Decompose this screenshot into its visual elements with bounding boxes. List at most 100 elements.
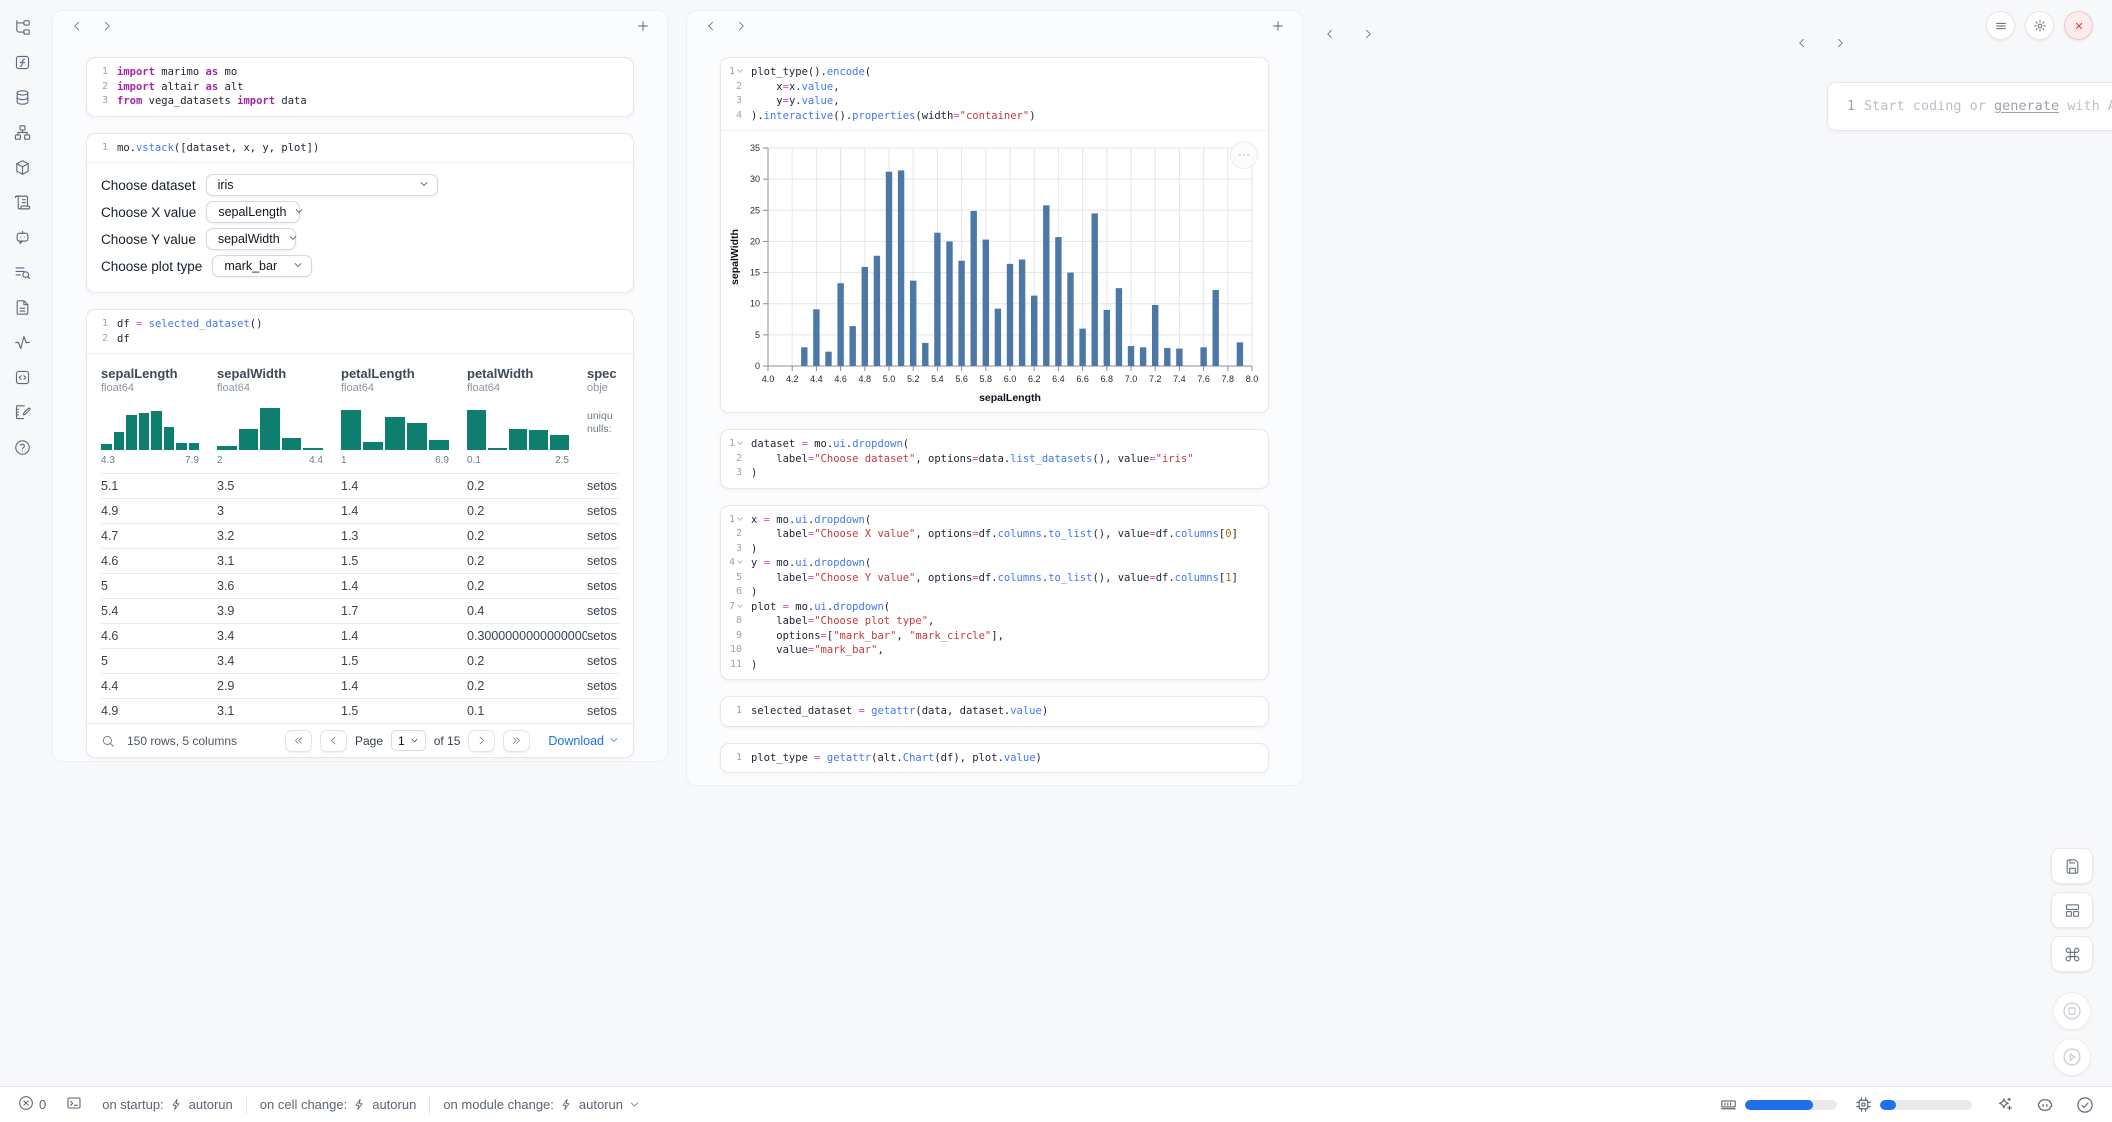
help-icon[interactable]: [9, 434, 35, 460]
table-summary: 150 rows, 5 columns: [127, 734, 237, 748]
dropdown-choose-y-value[interactable]: sepalWidth: [206, 228, 296, 250]
stop-button[interactable]: [2053, 992, 2091, 1030]
menu-button[interactable]: [1986, 11, 2015, 40]
database-icon[interactable]: [9, 84, 35, 110]
column-header-petalLength[interactable]: petalLengthfloat6416.9: [341, 362, 467, 473]
cpu-meter[interactable]: [1855, 1096, 1972, 1113]
scratchpad-icon[interactable]: [9, 399, 35, 425]
dropdown-label: Choose Y value: [101, 232, 196, 247]
column-header-spec[interactable]: specobjeuniqunulls:: [587, 362, 619, 473]
code-line: 2 x=x.value,: [721, 80, 1258, 95]
save-button[interactable]: [2051, 848, 2093, 884]
page-select[interactable]: 1: [391, 730, 426, 751]
chart-menu-button[interactable]: [1230, 141, 1258, 169]
column-left-icon[interactable]: [701, 16, 721, 36]
code-editor-plot[interactable]: 1plot_type().encode(2 x=x.value,3 y=y.va…: [721, 58, 1268, 130]
dropdown-choose-dataset[interactable]: iris: [206, 174, 438, 196]
snippets-icon[interactable]: [9, 364, 35, 390]
fold-chevron-icon[interactable]: [737, 558, 743, 564]
column-right-icon[interactable]: [97, 16, 117, 36]
svg-text:7.8: 7.8: [1222, 374, 1235, 384]
fold-chevron-icon[interactable]: [737, 67, 743, 73]
code-line: 3): [721, 466, 1258, 481]
function-square-icon[interactable]: [9, 49, 35, 75]
code-line: 2import altair as alt: [87, 80, 623, 95]
fold-chevron-icon[interactable]: [737, 602, 743, 608]
svg-text:0: 0: [755, 361, 760, 371]
code-editor-new-cell[interactable]: 1Start coding or generate with AI: [1828, 89, 2112, 124]
page-number: 1: [398, 734, 405, 748]
column-header-sepalLength[interactable]: sepalLengthfloat644.37.9: [101, 362, 217, 473]
runtime-mode-2[interactable]: on cell change:autorun: [260, 1097, 417, 1112]
copilot-icon[interactable]: [2036, 1096, 2054, 1114]
runtime-mode-1[interactable]: on startup:autorun: [102, 1097, 233, 1112]
layout-button[interactable]: [2051, 892, 2093, 928]
first-page-button[interactable]: [285, 730, 312, 752]
code-editor-plot-type[interactable]: 1plot_type = getattr(alt.Chart(df), plot…: [721, 744, 1268, 773]
column-histogram: [467, 406, 569, 450]
code-editor-xy-plot[interactable]: 1x = mo.ui.dropdown(2 label="Choose X va…: [721, 506, 1268, 680]
ram-icon: [1720, 1096, 1737, 1113]
column-right-icon[interactable]: [731, 16, 751, 36]
add-column-icon[interactable]: [1268, 16, 1288, 36]
runtime-mode-3[interactable]: on module change:autorun: [443, 1097, 640, 1112]
column-header-petalWidth[interactable]: petalWidthfloat640.12.5: [467, 362, 587, 473]
column-left-icon[interactable]: [1320, 24, 1340, 44]
chevron-down-icon: [294, 205, 304, 219]
code-line: 1mo.vstack([dataset, x, y, plot]): [87, 141, 623, 156]
chatbot-icon[interactable]: [9, 224, 35, 250]
fold-chevron-icon[interactable]: [737, 439, 743, 445]
fold-chevron-icon[interactable]: [737, 515, 743, 521]
code-editor-imports[interactable]: 1import marimo as mo2import altair as al…: [87, 58, 633, 116]
command-palette-button[interactable]: [2051, 936, 2093, 972]
download-button[interactable]: Download: [548, 734, 619, 748]
svg-text:6.6: 6.6: [1076, 374, 1089, 384]
cell-dataframe: 1df = selected_dataset()2df sepalLengthf…: [86, 309, 634, 758]
scratch-back-icon[interactable]: [1792, 33, 1812, 53]
code-editor-dataset[interactable]: 1dataset = mo.ui.dropdown(2 label="Choos…: [721, 430, 1268, 488]
column-header-sepalWidth[interactable]: sepalWidthfloat6424.4: [217, 362, 341, 473]
list-search-icon[interactable]: [9, 259, 35, 285]
column-left-icon[interactable]: [67, 16, 87, 36]
cell-vstack: 1mo.vstack([dataset, x, y, plot]) Choose…: [86, 133, 634, 294]
control-row: Choose datasetiris: [101, 174, 619, 196]
connection-status-icon[interactable]: [2076, 1096, 2094, 1114]
code-editor-dataframe[interactable]: 1df = selected_dataset()2df: [87, 310, 633, 353]
svg-text:5.4: 5.4: [931, 374, 944, 384]
column-2-header: [687, 11, 1302, 41]
svg-text:sepalWidth: sepalWidth: [729, 229, 741, 285]
ram-meter[interactable]: [1720, 1096, 1837, 1113]
vstack-output: Choose datasetiris Choose X value sepalLen…: [87, 162, 633, 292]
altair-bar-chart[interactable]: 4.04.24.44.64.85.05.25.45.65.86.06.26.46…: [726, 140, 1262, 408]
circle-x-icon: [18, 1095, 34, 1114]
dropdown-choose-x-value[interactable]: sepalLength: [206, 201, 300, 223]
tracing-icon[interactable]: [9, 329, 35, 355]
search-icon[interactable]: [101, 734, 115, 748]
last-page-button[interactable]: [503, 730, 530, 752]
dropdown-value: sepalLength: [218, 205, 286, 219]
prev-page-button[interactable]: [320, 730, 347, 752]
settings-button[interactable]: [2025, 11, 2054, 40]
run-button[interactable]: [2053, 1038, 2091, 1076]
dependency-graph-icon[interactable]: [9, 119, 35, 145]
column-right-icon[interactable]: [1358, 24, 1378, 44]
code-line: 1selected_dataset = getattr(data, datase…: [721, 704, 1258, 719]
add-column-icon[interactable]: [633, 16, 653, 36]
scratch-forward-icon[interactable]: [1830, 33, 1850, 53]
file-tree-icon[interactable]: [9, 14, 35, 40]
dropdown-choose-plot-type[interactable]: mark_bar: [212, 255, 312, 277]
documentation-icon[interactable]: [9, 294, 35, 320]
page-label: Page: [355, 734, 383, 748]
ai-sparkles-icon[interactable]: [1996, 1096, 2014, 1114]
svg-text:4.6: 4.6: [834, 374, 847, 384]
error-count-button[interactable]: 0: [12, 1095, 52, 1114]
package-icon[interactable]: [9, 154, 35, 180]
code-editor-selected-dataset[interactable]: 1selected_dataset = getattr(data, datase…: [721, 697, 1268, 726]
code-editor-vstack[interactable]: 1mo.vstack([dataset, x, y, plot]): [87, 134, 633, 163]
code-line: 2df: [87, 332, 623, 347]
scroll-logs-icon[interactable]: [9, 189, 35, 215]
dropdown-label: Choose X value: [101, 205, 196, 220]
close-button[interactable]: [2064, 11, 2093, 40]
next-page-button[interactable]: [468, 730, 495, 752]
terminal-button[interactable]: [60, 1095, 88, 1114]
